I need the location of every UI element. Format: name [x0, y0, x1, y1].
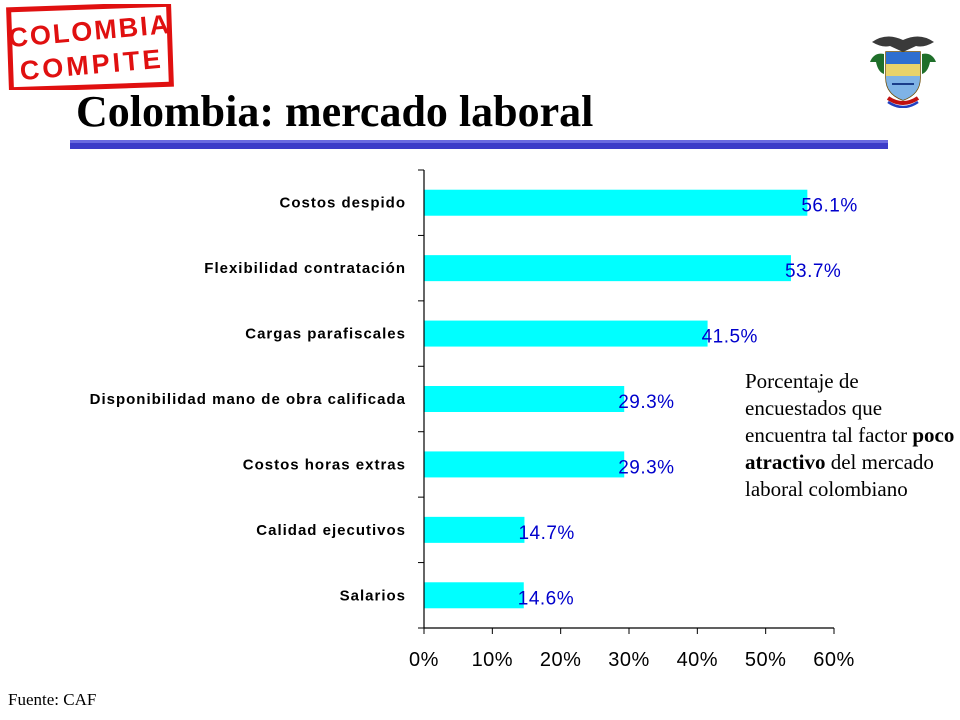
- bar: [424, 582, 524, 609]
- chart-annotation: Porcentaje de encuestados que encuentra …: [745, 368, 957, 503]
- colombia-compite-logo: COLOMBIA COMPITE: [6, 4, 174, 90]
- category-label: Disponibilidad mano de obra calificada: [90, 391, 406, 408]
- bar: [424, 516, 525, 543]
- bar: [424, 451, 625, 478]
- colombia-coat-of-arms-icon: [870, 36, 936, 108]
- x-tick-label: 0%: [409, 649, 439, 671]
- category-label: Flexibilidad contratación: [204, 260, 406, 277]
- x-tick-label: 30%: [608, 649, 650, 671]
- value-label: 14.7%: [518, 523, 574, 544]
- bar: [424, 386, 625, 412]
- annotation-text-before: Porcentaje de encuestados que encuentra …: [745, 369, 913, 447]
- x-tick-label: 40%: [677, 649, 719, 671]
- source-note: Fuente: CAF: [8, 690, 97, 709]
- value-label: 41.5%: [702, 327, 758, 348]
- value-label: 29.3%: [618, 457, 674, 478]
- annotation-emphasis: poco atractivo: [745, 423, 955, 474]
- x-tick-label: 20%: [540, 649, 582, 671]
- title-rule: [70, 140, 888, 149]
- value-label: 56.1%: [801, 196, 857, 217]
- bar: [424, 320, 708, 347]
- x-tick-label: 10%: [472, 649, 514, 671]
- page-title: Colombia: mercado laboral: [76, 87, 594, 136]
- x-tick-label: 50%: [745, 649, 787, 671]
- annotation-text-after: del mercado laboral colombiano: [745, 450, 934, 501]
- category-label: Cargas parafiscales: [245, 326, 406, 343]
- category-label: Salarios: [340, 587, 406, 604]
- x-tick-label: 60%: [813, 649, 855, 671]
- bar: [424, 189, 808, 216]
- value-label: 53.7%: [785, 261, 841, 282]
- value-label: 14.6%: [518, 588, 574, 609]
- value-label: 29.3%: [618, 392, 674, 413]
- category-label: Costos despido: [279, 195, 406, 212]
- bar-chart: Costos despido 56.1% Flexibilidad contrata…: [90, 169, 857, 671]
- chart-plot-area: Costos despido 56.1% Flexibilidad contrata…: [90, 169, 857, 671]
- category-label: Costos horas extras: [243, 456, 406, 473]
- category-label: Calidad ejecutivos: [256, 522, 406, 539]
- bar: [424, 255, 791, 282]
